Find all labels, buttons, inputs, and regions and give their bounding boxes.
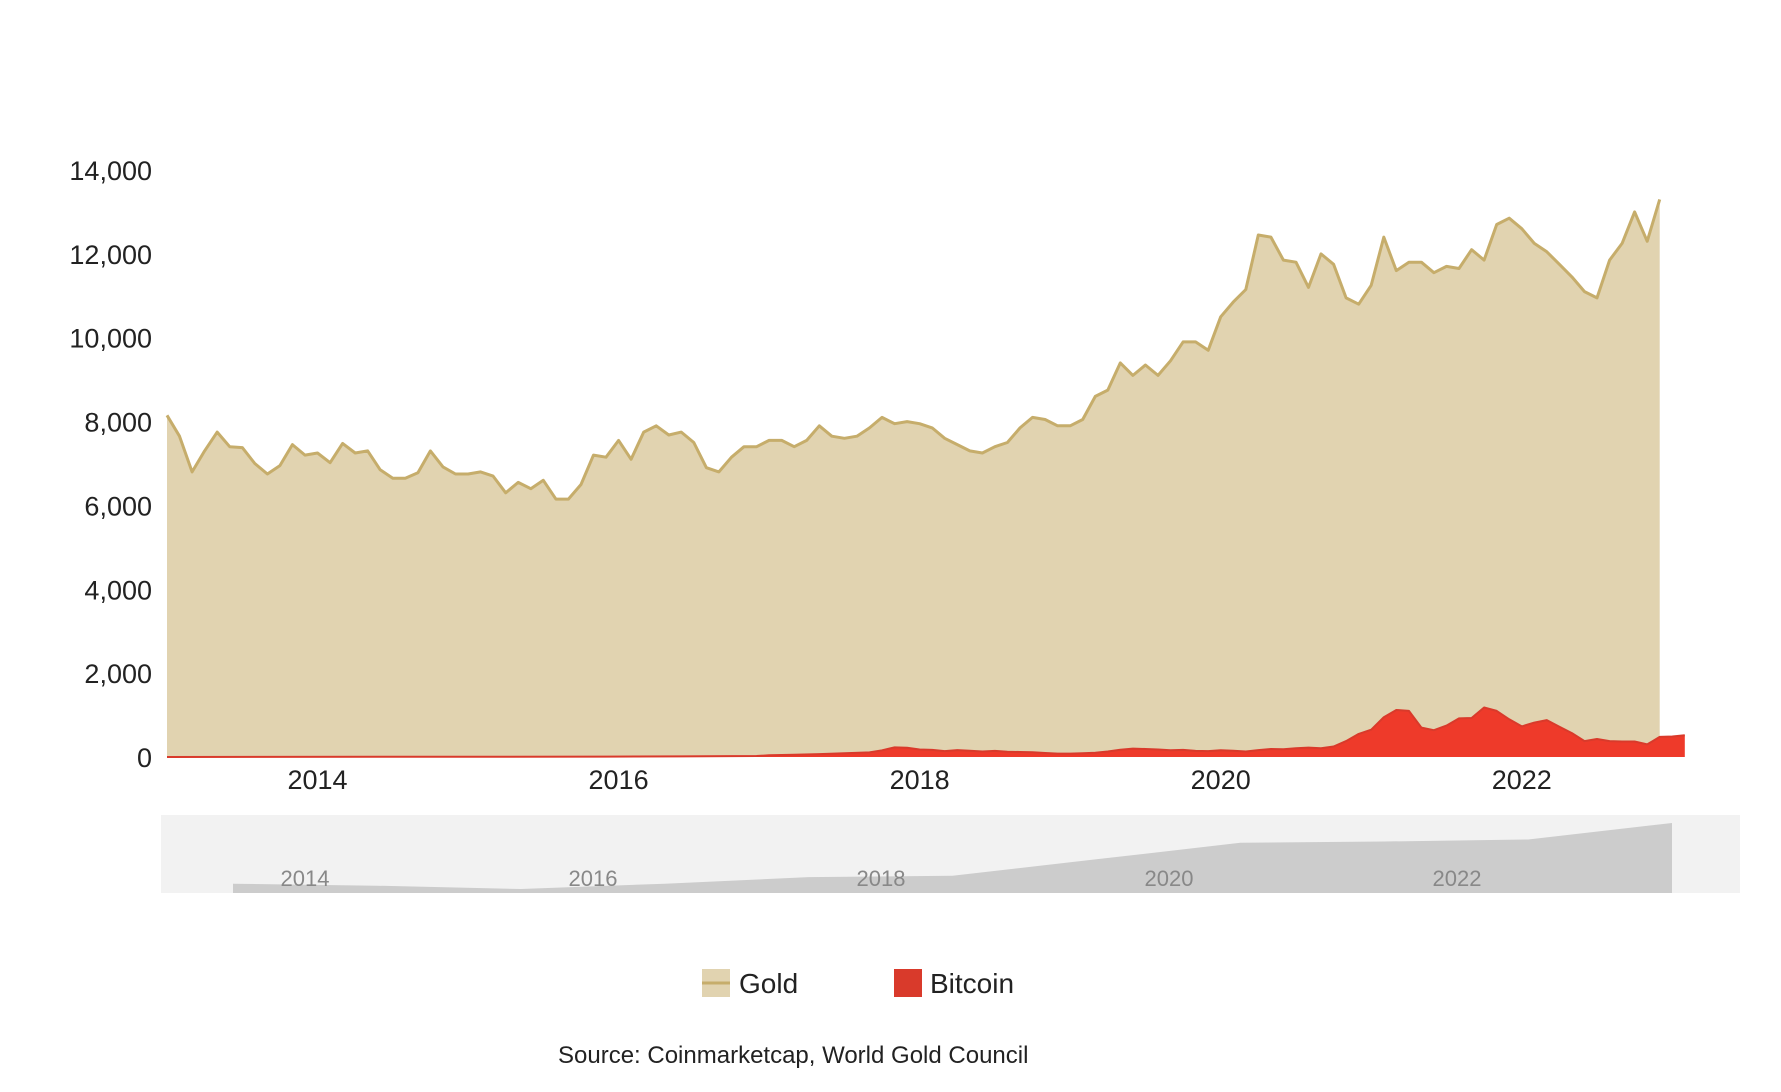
navigator-series-area <box>233 823 1672 893</box>
y-tick-label: 4,000 <box>84 575 152 605</box>
legend: Gold Bitcoin <box>702 968 1014 999</box>
y-tick-label: 6,000 <box>84 491 152 521</box>
y-tick-label: 10,000 <box>69 324 152 354</box>
y-tick-label: 8,000 <box>84 408 152 438</box>
navigator-ticks: 2014 2016 2018 2020 2022 <box>281 866 1482 891</box>
bitcoin-area <box>167 707 1685 757</box>
bitcoin-legend-label: Bitcoin <box>930 968 1014 999</box>
gold-area <box>167 199 1660 757</box>
gold-line <box>165 198 1662 501</box>
x-tick-label: 2014 <box>287 765 347 795</box>
gold-legend-label: Gold <box>739 968 798 999</box>
navigator-tick-label: 2018 <box>857 866 906 891</box>
navigator-tick-label: 2016 <box>569 866 618 891</box>
x-tick-label: 2018 <box>890 765 950 795</box>
y-axis: 0 2,000 4,000 6,000 8,000 10,000 12,000 14,000 <box>69 156 152 773</box>
navigator-tick-label: 2014 <box>281 866 330 891</box>
x-tick-label: 2022 <box>1492 765 1552 795</box>
legend-item-gold[interactable]: Gold <box>702 968 798 999</box>
plot-area <box>165 198 1685 758</box>
legend-item-bitcoin[interactable]: Bitcoin <box>894 968 1014 999</box>
bitcoin-line <box>166 706 1685 758</box>
y-tick-label: 2,000 <box>84 659 152 689</box>
x-tick-label: 2016 <box>589 765 649 795</box>
bitcoin-legend-swatch <box>894 969 922 997</box>
navigator-tick-label: 2022 <box>1433 866 1482 891</box>
navigator-tick-label: 2020 <box>1145 866 1194 891</box>
x-axis: 2014 2016 2018 2020 2022 <box>287 765 1551 795</box>
y-tick-label: 12,000 <box>69 240 152 270</box>
time-navigator[interactable]: 2014 2016 2018 2020 2022 <box>161 815 1740 893</box>
y-tick-label: 0 <box>137 743 152 773</box>
y-tick-label: 14,000 <box>69 156 152 186</box>
source-note: Source: Coinmarketcap, World Gold Counci… <box>558 1042 1028 1069</box>
x-tick-label: 2020 <box>1191 765 1251 795</box>
